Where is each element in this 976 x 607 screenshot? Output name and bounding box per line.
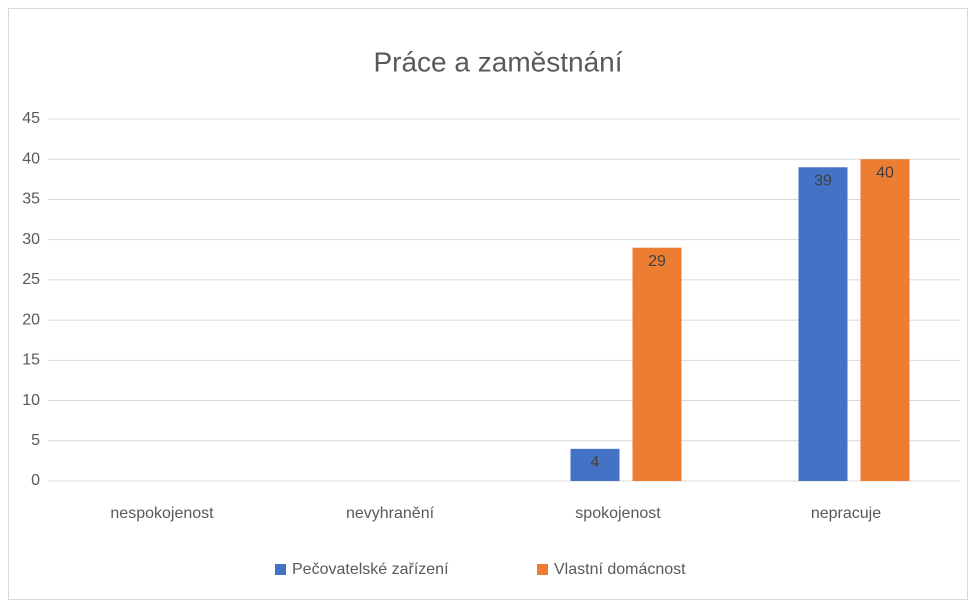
- bar: [860, 159, 910, 481]
- data-label: 29: [648, 253, 666, 270]
- y-tick-label: 10: [22, 392, 40, 409]
- legend-swatch: [275, 564, 286, 575]
- y-tick-label: 20: [22, 311, 40, 328]
- bar: [570, 448, 620, 481]
- chart-title: Práce a zaměstnání: [373, 46, 622, 77]
- data-label: 40: [876, 164, 894, 181]
- legend-label: Pečovatelské zařízení: [292, 561, 449, 578]
- x-tick-label: spokojenost: [575, 505, 661, 522]
- y-tick-label: 40: [22, 150, 40, 167]
- y-tick-label: 45: [22, 110, 40, 127]
- x-tick-label: nepracuje: [811, 505, 881, 522]
- bar: [798, 167, 848, 481]
- y-tick-label: 0: [31, 472, 40, 489]
- y-tick-label: 5: [31, 432, 40, 449]
- data-label: 39: [814, 172, 832, 189]
- legend-swatch: [537, 564, 548, 575]
- x-tick-label: nevyhranění: [346, 505, 435, 522]
- y-tick-label: 25: [22, 271, 40, 288]
- x-tick-label: nespokojenost: [110, 505, 214, 522]
- bar: [632, 247, 682, 481]
- legend-label: Vlastní domácnost: [554, 561, 686, 578]
- y-tick-label: 35: [22, 191, 40, 208]
- y-tick-label: 30: [22, 231, 40, 248]
- data-label: 4: [591, 454, 600, 471]
- y-tick-label: 15: [22, 352, 40, 369]
